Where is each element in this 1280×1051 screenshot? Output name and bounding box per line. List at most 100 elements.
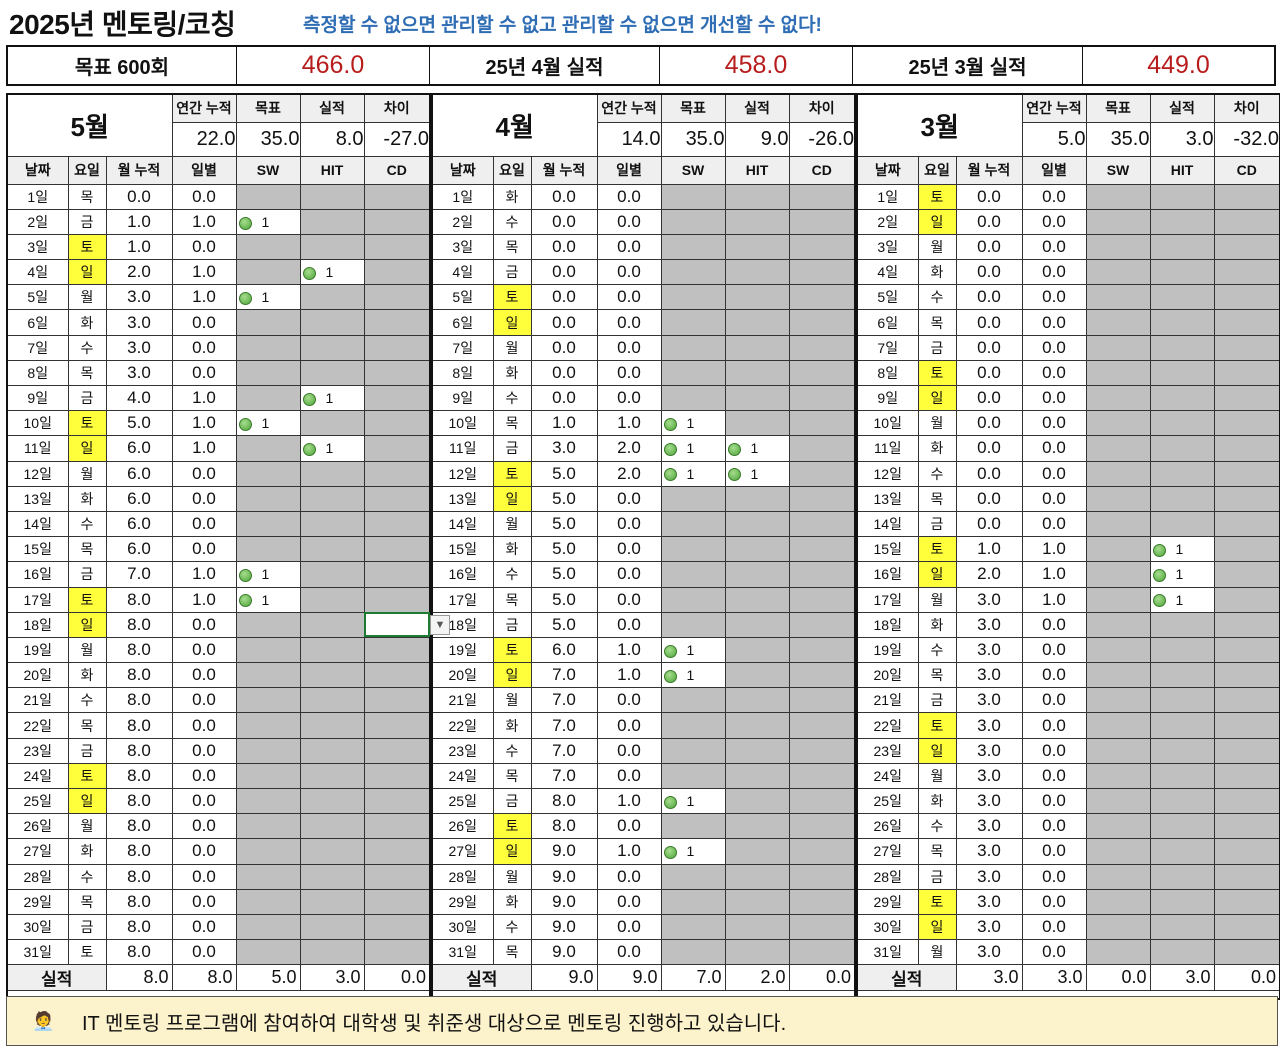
sw-cell[interactable] xyxy=(660,687,726,714)
month-cumulative-cell[interactable]: 0.0 xyxy=(955,384,1023,412)
weekday-cell[interactable]: 화 xyxy=(917,611,957,638)
daily-cell[interactable]: 1.0 xyxy=(171,410,237,437)
cd-cell[interactable] xyxy=(363,435,431,462)
daily-cell[interactable]: 0.0 xyxy=(1021,384,1087,412)
cd-cell[interactable] xyxy=(1213,561,1280,588)
weekday-cell[interactable]: 화 xyxy=(492,712,532,739)
daily-cell[interactable]: 0.0 xyxy=(596,913,662,941)
cd-cell[interactable] xyxy=(363,384,431,412)
date-cell[interactable]: 3일 xyxy=(431,233,494,261)
hit-cell[interactable] xyxy=(724,888,790,915)
month-cumulative-cell[interactable]: 8.0 xyxy=(105,762,173,790)
hit-cell[interactable] xyxy=(724,611,790,638)
cd-cell[interactable] xyxy=(363,813,431,840)
weekday-cell[interactable]: 토 xyxy=(917,712,957,739)
cd-cell[interactable] xyxy=(1213,309,1280,336)
daily-cell[interactable]: 0.0 xyxy=(171,913,237,941)
stat-value[interactable]: -32.0 xyxy=(1213,121,1280,157)
cd-cell[interactable] xyxy=(363,334,431,361)
month-cumulative-cell[interactable]: 8.0 xyxy=(105,939,173,966)
date-cell[interactable]: 19일 xyxy=(431,636,494,664)
date-cell[interactable]: 16일 xyxy=(856,561,919,588)
month-cumulative-cell[interactable]: 6.0 xyxy=(105,536,173,563)
weekday-cell[interactable]: 금 xyxy=(492,259,532,286)
date-cell[interactable]: 3일 xyxy=(6,233,69,261)
date-cell[interactable]: 12일 xyxy=(856,460,919,487)
date-cell[interactable]: 26일 xyxy=(6,813,69,840)
weekday-cell[interactable]: 수 xyxy=(917,813,957,840)
month-cumulative-cell[interactable]: 0.0 xyxy=(530,259,598,286)
date-cell[interactable]: 14일 xyxy=(856,510,919,538)
sw-cell[interactable]: 1 xyxy=(660,410,726,437)
total-value[interactable]: 5.0 xyxy=(235,964,301,992)
daily-cell[interactable]: 0.0 xyxy=(171,359,237,387)
weekday-cell[interactable]: 수 xyxy=(67,334,107,361)
month-cumulative-cell[interactable]: 8.0 xyxy=(105,687,173,714)
hit-cell[interactable] xyxy=(1149,435,1215,462)
stat-value[interactable]: 35.0 xyxy=(660,121,726,157)
hit-cell[interactable] xyxy=(299,939,365,966)
cd-cell[interactable] xyxy=(363,510,431,538)
cd-cell[interactable] xyxy=(1213,284,1280,311)
date-cell[interactable]: 13일 xyxy=(431,485,494,512)
weekday-cell[interactable]: 목 xyxy=(67,359,107,387)
daily-cell[interactable]: 0.0 xyxy=(1021,460,1087,487)
sw-cell[interactable] xyxy=(660,913,726,941)
cd-cell[interactable] xyxy=(788,208,856,235)
hit-cell[interactable]: 1 xyxy=(1149,536,1215,563)
weekday-cell[interactable]: 목 xyxy=(492,233,532,261)
daily-cell[interactable]: 1.0 xyxy=(171,384,237,412)
month-cumulative-cell[interactable]: 0.0 xyxy=(530,359,598,387)
daily-cell[interactable]: 0.0 xyxy=(1021,712,1087,739)
daily-cell[interactable]: 1.0 xyxy=(596,838,662,865)
sw-cell[interactable]: 1 xyxy=(235,208,301,235)
sw-cell[interactable] xyxy=(1085,410,1151,437)
sw-cell[interactable] xyxy=(235,687,301,714)
sw-cell[interactable] xyxy=(235,536,301,563)
total-value[interactable]: 8.0 xyxy=(171,964,237,992)
hit-cell[interactable] xyxy=(1149,384,1215,412)
sw-cell[interactable] xyxy=(1085,359,1151,387)
total-value[interactable]: 8.0 xyxy=(105,964,173,992)
date-cell[interactable]: 14일 xyxy=(431,510,494,538)
date-cell[interactable]: 6일 xyxy=(6,309,69,336)
cd-cell[interactable] xyxy=(1213,410,1280,437)
weekday-cell[interactable]: 목 xyxy=(492,410,532,437)
weekday-cell[interactable]: 수 xyxy=(67,687,107,714)
month-cumulative-cell[interactable]: 8.0 xyxy=(105,712,173,739)
weekday-cell[interactable]: 금 xyxy=(917,334,957,361)
cd-cell[interactable] xyxy=(1213,334,1280,361)
sw-cell[interactable] xyxy=(660,813,726,840)
date-cell[interactable]: 1일 xyxy=(856,183,919,210)
month-cumulative-cell[interactable]: 0.0 xyxy=(955,460,1023,487)
hit-cell[interactable] xyxy=(1149,334,1215,361)
month-cumulative-cell[interactable]: 8.0 xyxy=(105,838,173,865)
weekday-cell[interactable]: 토 xyxy=(917,536,957,563)
date-cell[interactable]: 27일 xyxy=(856,838,919,865)
daily-cell[interactable]: 0.0 xyxy=(596,611,662,638)
daily-cell[interactable]: 0.0 xyxy=(1021,208,1087,235)
sw-cell[interactable] xyxy=(1085,787,1151,815)
date-cell[interactable]: 7일 xyxy=(6,334,69,361)
date-cell[interactable]: 22일 xyxy=(856,712,919,739)
cd-cell[interactable] xyxy=(788,687,856,714)
hit-cell[interactable] xyxy=(724,636,790,664)
daily-cell[interactable]: 0.0 xyxy=(171,737,237,764)
month-cumulative-cell[interactable]: 8.0 xyxy=(105,888,173,915)
month-cumulative-cell[interactable]: 0.0 xyxy=(955,510,1023,538)
month-cumulative-cell[interactable]: 7.0 xyxy=(530,737,598,764)
sw-cell[interactable] xyxy=(660,737,726,764)
date-cell[interactable]: 16일 xyxy=(6,561,69,588)
month-cumulative-cell[interactable]: 6.0 xyxy=(105,510,173,538)
cd-cell[interactable] xyxy=(363,939,431,966)
date-cell[interactable]: 11일 xyxy=(431,435,494,462)
date-cell[interactable]: 26일 xyxy=(856,813,919,840)
month-cumulative-cell[interactable]: 3.0 xyxy=(955,762,1023,790)
daily-cell[interactable]: 1.0 xyxy=(171,208,237,235)
cd-cell[interactable] xyxy=(1213,485,1280,512)
date-cell[interactable]: 21일 xyxy=(6,687,69,714)
weekday-cell[interactable]: 일 xyxy=(917,208,957,235)
hit-cell[interactable] xyxy=(724,863,790,890)
cd-cell[interactable] xyxy=(788,863,856,890)
total-value[interactable]: 3.0 xyxy=(1021,964,1087,992)
